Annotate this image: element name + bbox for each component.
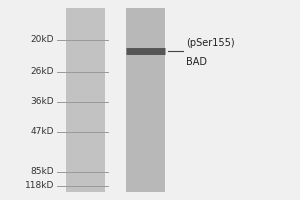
Text: (pSer155): (pSer155)	[186, 38, 235, 48]
Text: 20kD: 20kD	[31, 36, 54, 45]
Text: BAD: BAD	[186, 57, 207, 67]
Text: 85kD: 85kD	[30, 168, 54, 176]
Bar	[126, 8, 165, 192]
Text: 118kD: 118kD	[25, 182, 54, 190]
Text: 36kD: 36kD	[30, 98, 54, 106]
Bar	[66, 8, 105, 192]
Text: 47kD: 47kD	[31, 128, 54, 136]
Text: 26kD: 26kD	[31, 68, 54, 76]
